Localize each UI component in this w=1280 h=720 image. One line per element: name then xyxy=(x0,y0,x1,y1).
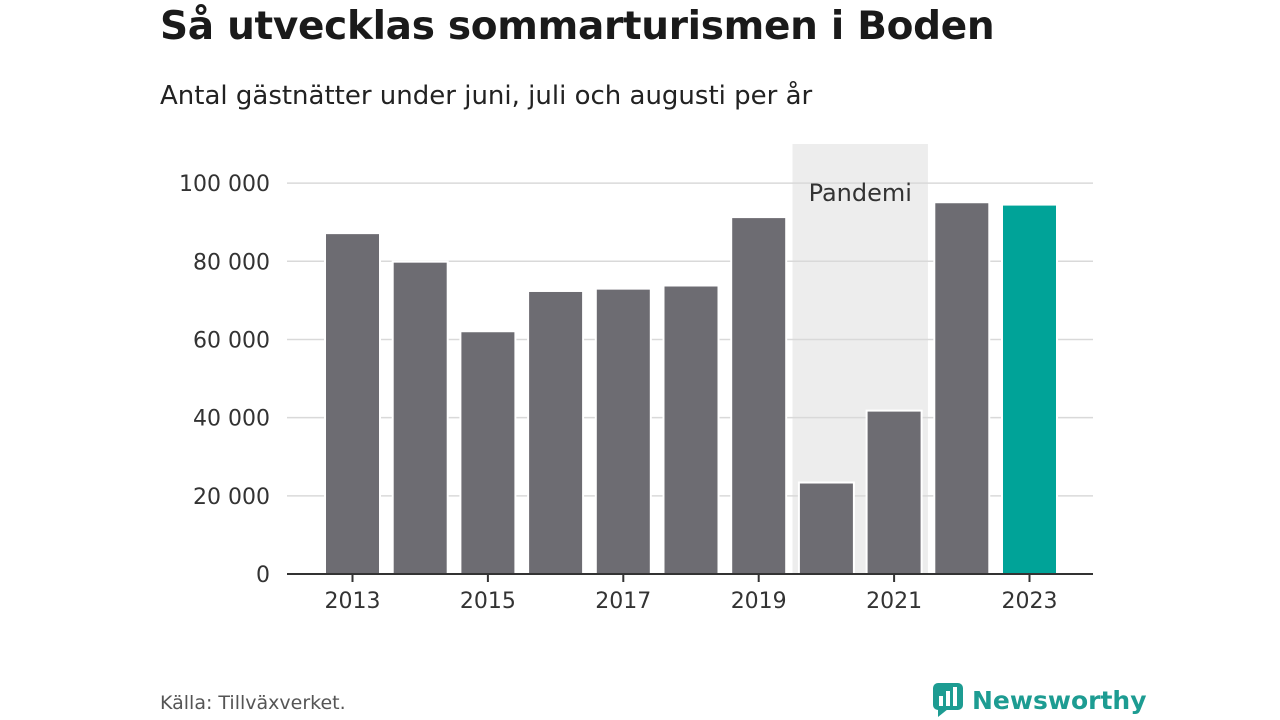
bar-2013 xyxy=(324,232,381,576)
bar-2014 xyxy=(391,260,449,575)
y-tick-label: 20 000 xyxy=(193,485,270,510)
y-tick-label: 60 000 xyxy=(193,328,270,353)
bar-2016 xyxy=(527,289,585,575)
bar-2023 xyxy=(1001,203,1058,575)
x-tick-label: 2015 xyxy=(460,589,516,614)
source-note: Källa: Tillväxverket. xyxy=(160,692,346,714)
bar-2021 xyxy=(865,409,923,575)
brand-name: Newsworthy xyxy=(972,685,1147,715)
bar-2022 xyxy=(933,201,991,575)
bar-2017 xyxy=(594,287,652,575)
bar-2018 xyxy=(662,284,720,575)
y-tick-label: 0 xyxy=(256,563,270,588)
brand-logo: Newsworthy xyxy=(932,682,1147,718)
chart-title: Så utvecklas sommarturismen i Boden xyxy=(160,4,995,49)
x-tick-label: 2023 xyxy=(1002,589,1058,614)
x-tick-label: 2013 xyxy=(325,589,381,614)
x-tick-label: 2021 xyxy=(866,589,922,614)
chart-subtitle: Antal gästnätter under juni, juli och au… xyxy=(160,81,813,111)
x-tick-label: 2017 xyxy=(595,589,651,614)
y-tick-label: 40 000 xyxy=(193,407,270,432)
newsworthy-logo-icon xyxy=(933,683,963,717)
x-tick-label: 2019 xyxy=(731,589,787,614)
y-tick-label: 100 000 xyxy=(179,172,270,197)
bar-2019 xyxy=(730,216,788,575)
y-tick-label: 80 000 xyxy=(193,250,270,275)
pandemic-label: Pandemi xyxy=(809,179,912,207)
bar-chart: Pandemi 0 20 000 40 000 60 000 80 000 100 000 2… xyxy=(179,144,1093,614)
bar-2020 xyxy=(797,481,855,576)
bar-2015 xyxy=(459,330,517,575)
